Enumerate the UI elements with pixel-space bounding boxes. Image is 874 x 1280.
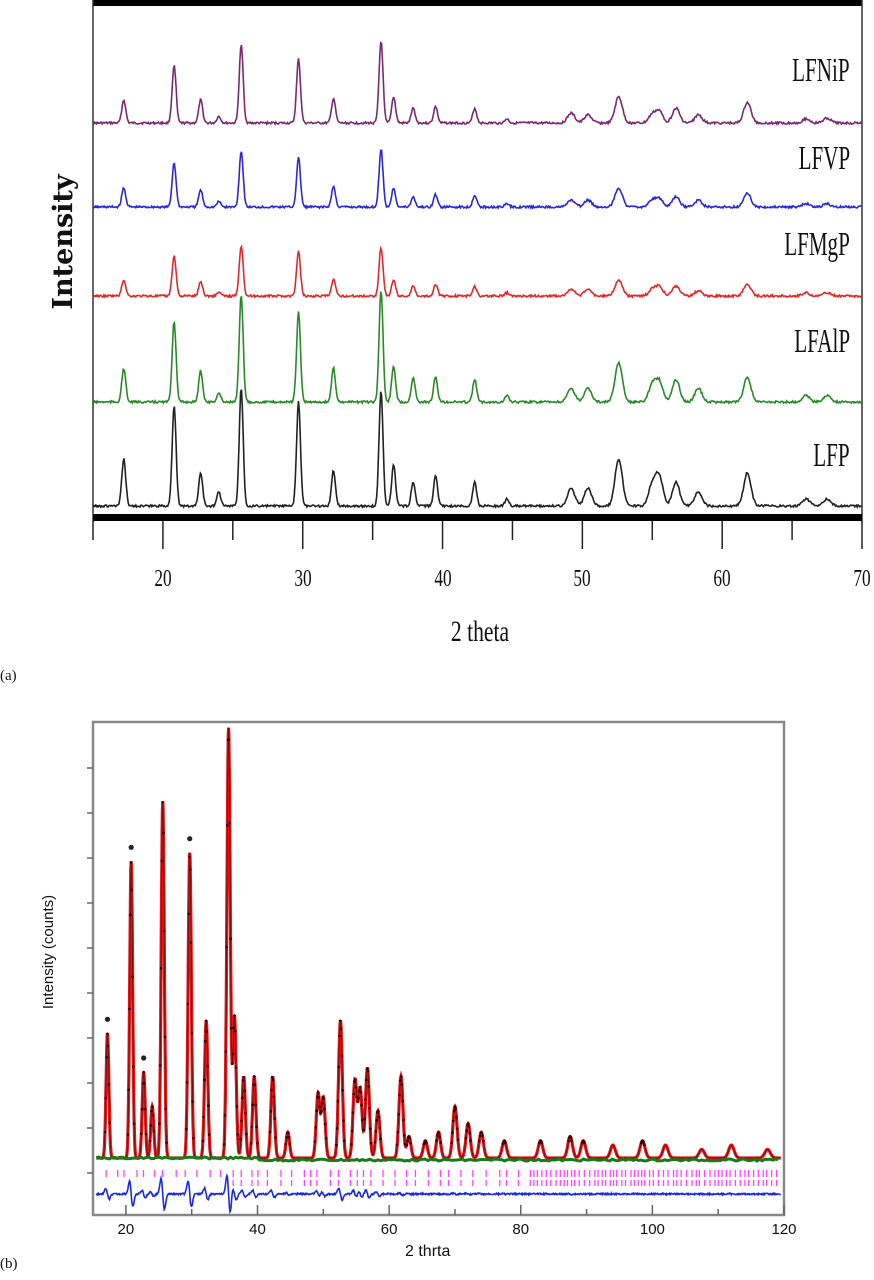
calculated-profile [96, 727, 781, 1159]
series-label-lfp: LFP [813, 437, 850, 474]
series-lfvp [92, 149, 862, 211]
panel-b-x-axis-label: 2 thrta [405, 1243, 451, 1260]
bragg-reflections [105, 1170, 778, 1186]
panel-a-plot [92, 0, 863, 549]
peak-marker [104, 1016, 111, 1022]
peak-marker [187, 836, 193, 842]
x-tick-label: 20 [117, 1221, 135, 1238]
series-label-lfnip: LFNiP [792, 52, 850, 89]
x-tick-label: 100 [639, 1221, 665, 1238]
panel-b-rietveld: Intensity (counts) 2 thrta (b) 20 40 60 80 1… [0, 700, 874, 1280]
series-lfmgp [92, 244, 863, 299]
x-tick-label: 50 [573, 566, 591, 592]
series-lfp [92, 389, 862, 510]
series-label-lfvp: LFVP [798, 140, 850, 177]
difference-curve [95, 1173, 781, 1215]
panel-b-label: (b) [0, 1256, 18, 1272]
panel-a-x-axis-label: 2 theta [450, 615, 510, 648]
x-tick-label: 70 [853, 566, 871, 592]
panel-a-xrd-stacked: Intensity 2 theta (a) 20 30 40 50 60 70 LFNiP… [0, 0, 871, 684]
peak-marker [141, 1055, 147, 1061]
x-tick-label: 30 [294, 566, 312, 592]
series-lfalp [92, 291, 862, 405]
background-curve [96, 1155, 779, 1163]
x-tick-label: 80 [512, 1221, 530, 1238]
x-tick-label: 60 [713, 566, 731, 592]
peak-marker [128, 844, 134, 850]
series-label-lfalp: LFAlP [794, 323, 850, 360]
panel-a-label: (a) [0, 668, 17, 684]
series-label-lfmgp: LFMgP [784, 226, 850, 263]
x-tick-label: 40 [433, 566, 452, 592]
panel-a-y-axis-label: Intensity [48, 174, 79, 310]
x-tick-label: 60 [380, 1221, 398, 1238]
panel-b-plot [87, 720, 786, 1217]
x-tick-label: 20 [154, 566, 172, 592]
panel-b-y-axis-label: Intensity (counts) [40, 894, 57, 1010]
observed-profile [96, 727, 781, 1160]
x-tick-label: 40 [249, 1221, 266, 1238]
series-lfnip [93, 41, 863, 127]
x-tick-label: 120 [771, 1221, 797, 1238]
